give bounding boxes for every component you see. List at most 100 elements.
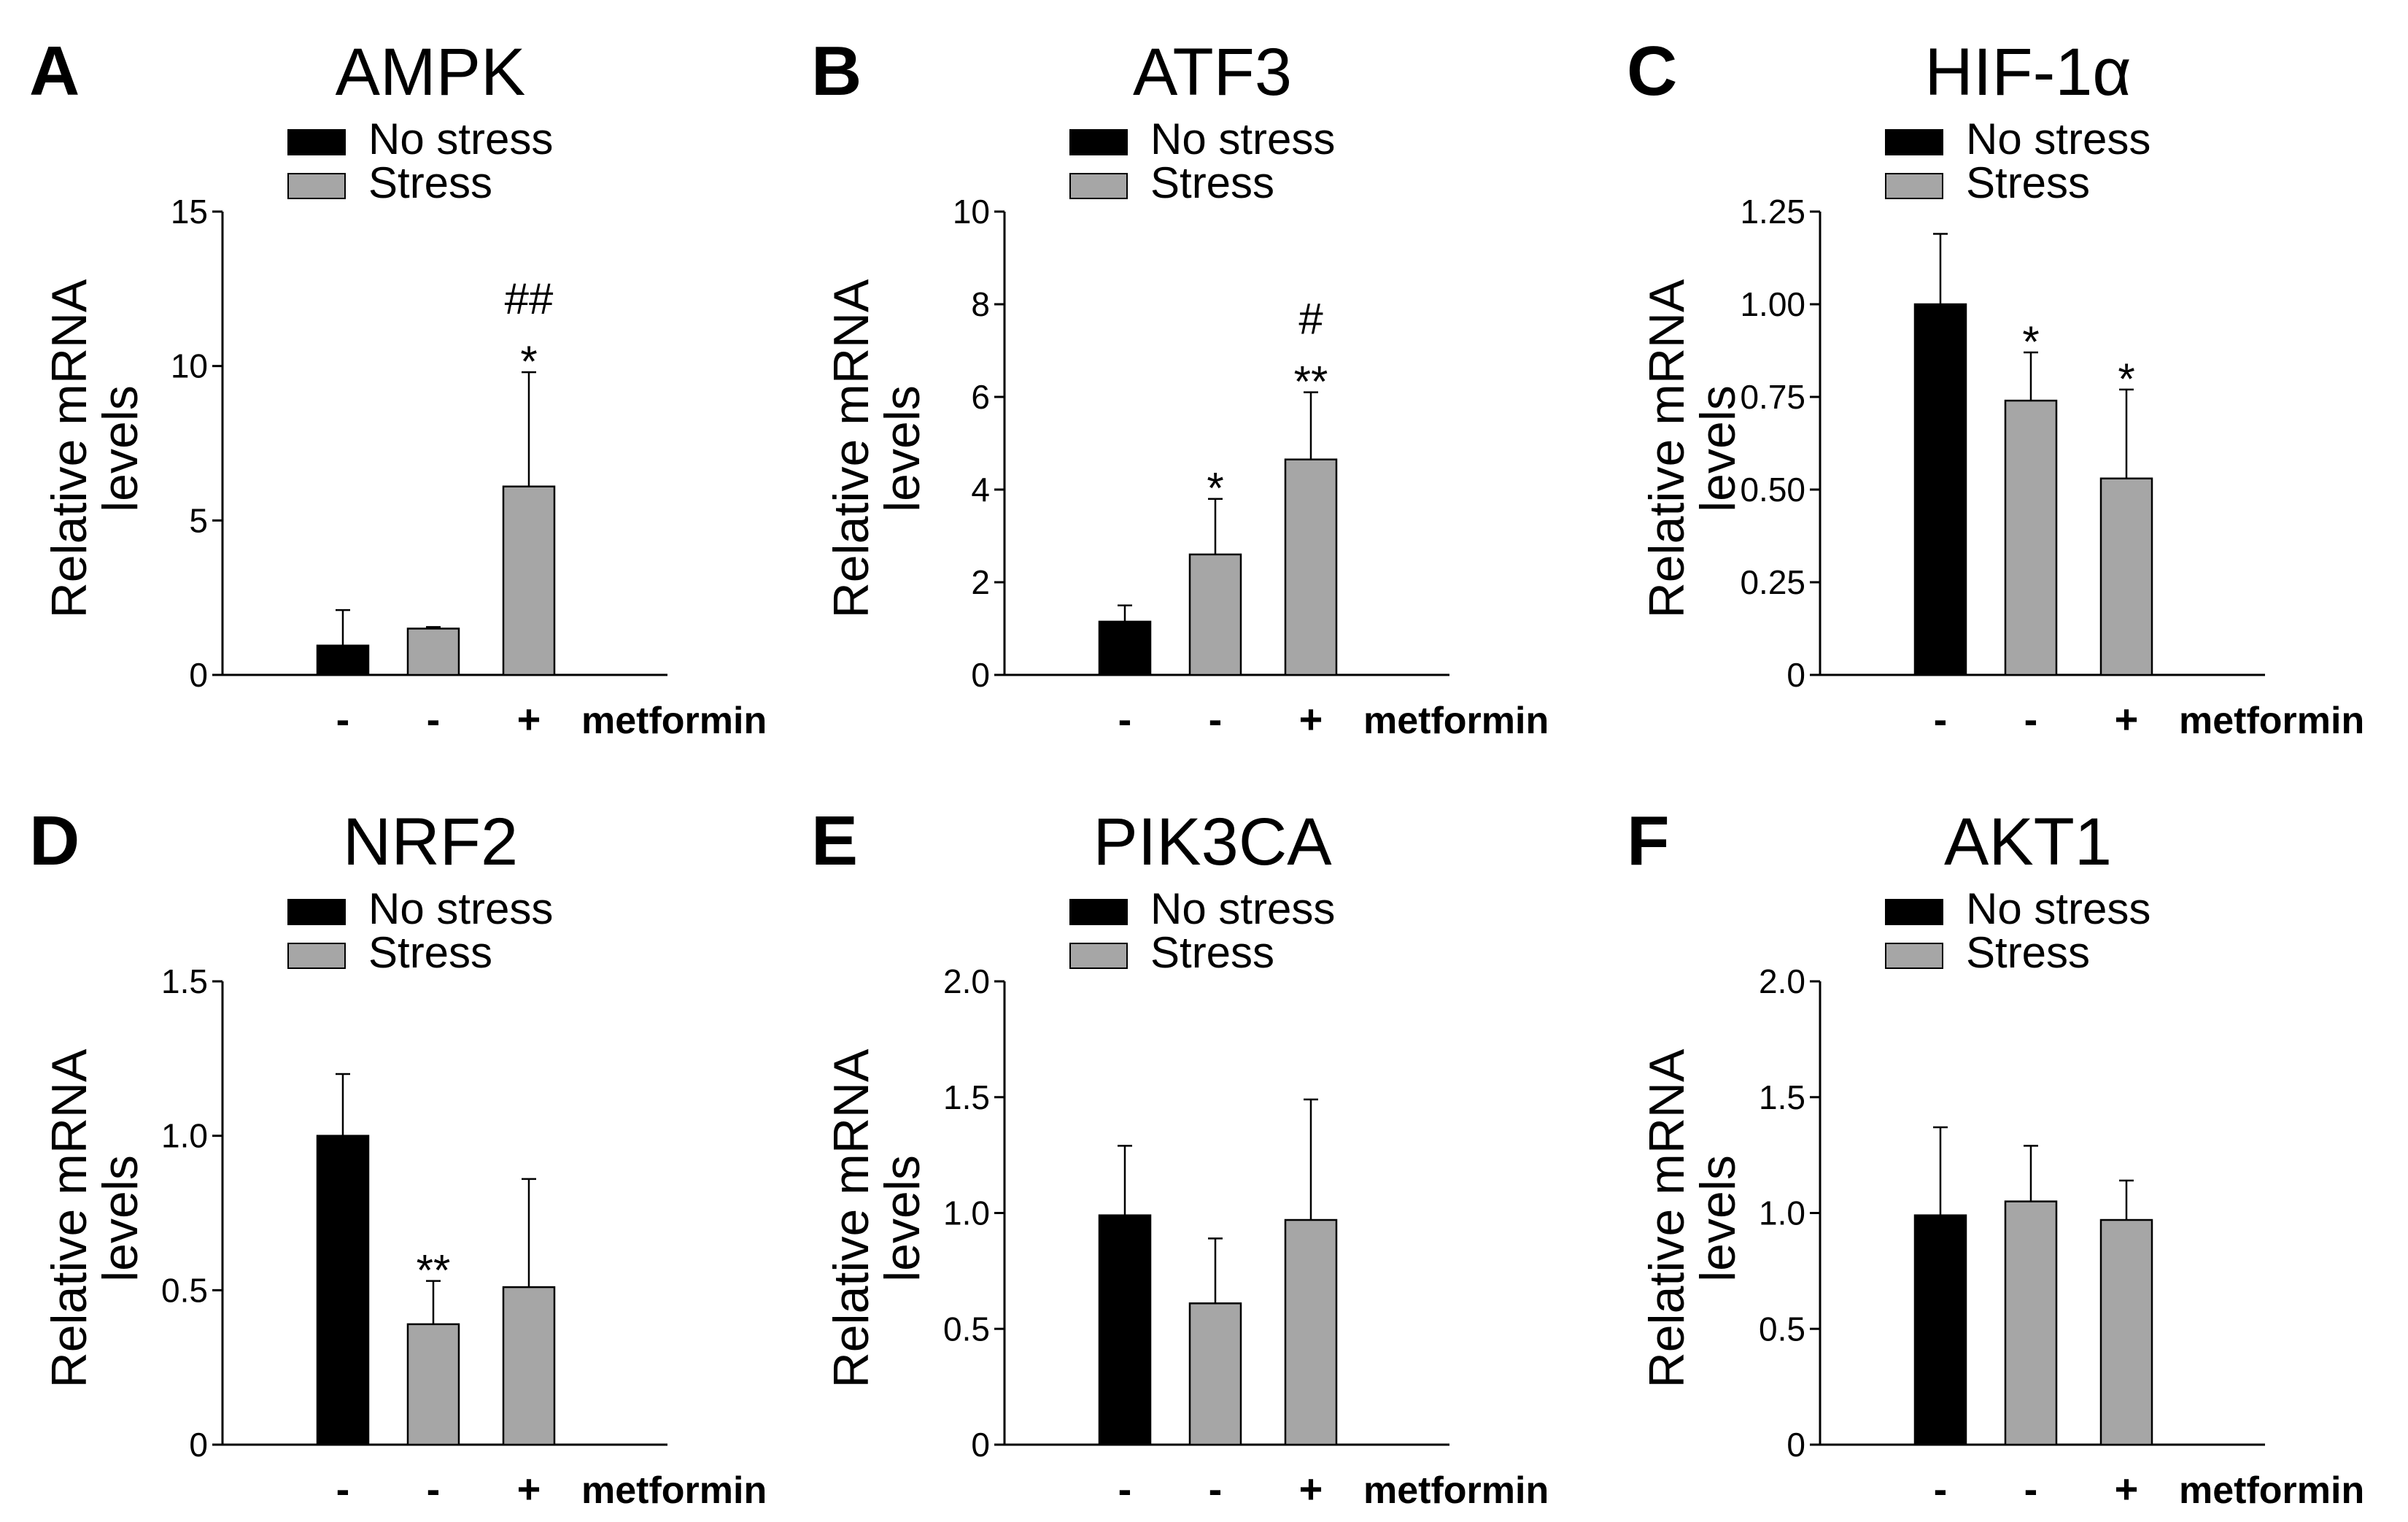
y-axis-label-line1: Relative mRNA	[42, 279, 97, 618]
y-tick-label: 1.5	[161, 962, 208, 1000]
y-tick-label: 2	[971, 563, 990, 601]
bar-no-stress	[1913, 1214, 1967, 1446]
y-tick-label: 2.0	[943, 962, 990, 1000]
x-category-label: -	[1934, 1466, 1948, 1512]
legend-swatch-stress	[287, 943, 346, 969]
legend-swatch-no-stress	[1885, 899, 1943, 925]
bar-stress	[502, 1286, 556, 1446]
y-tick-label: 1.00	[1740, 285, 1805, 323]
chart-title: HIF-1α	[1924, 35, 2131, 109]
y-tick-label: 0.50	[1740, 471, 1805, 509]
y-axis-label-line1: Relative mRNA	[42, 1048, 97, 1388]
significance-hash: ##	[505, 274, 554, 323]
legend-swatch-no-stress	[1069, 899, 1128, 925]
y-tick-label: 0.5	[943, 1310, 990, 1348]
legend-swatch-stress	[1885, 173, 1943, 199]
significance-star: *	[2022, 317, 2039, 366]
bar-stress	[1188, 553, 1242, 676]
x-axis-label-metformin: metformin	[1363, 700, 1549, 742]
bar-no-stress	[1913, 303, 1967, 676]
y-tick-label: 6	[971, 378, 990, 416]
x-category-label: -	[1118, 1466, 1132, 1512]
y-tick-label: 0.5	[1759, 1310, 1805, 1348]
x-category-label: -	[1209, 1466, 1223, 1512]
y-tick-label: 0	[1786, 1426, 1805, 1464]
y-axis-label-line1: Relative mRNA	[824, 279, 879, 618]
x-category-label: -	[1209, 696, 1223, 742]
bar-stress	[2004, 399, 2058, 676]
x-category-label: -	[427, 1466, 441, 1512]
legend-swatch-stress	[287, 173, 346, 199]
x-category-label: -	[427, 696, 441, 742]
y-tick-label: 0.75	[1740, 378, 1805, 416]
legend-label-no-stress: No stress	[1966, 115, 2150, 163]
y-tick-label: 1.0	[161, 1117, 208, 1155]
chart-title: AMPK	[336, 35, 526, 109]
y-tick-label: 1.0	[943, 1194, 990, 1232]
bar-stress	[2004, 1200, 2058, 1446]
y-tick-label: 1.25	[1740, 193, 1805, 231]
chart-title: ATF3	[1133, 35, 1292, 109]
legend-swatch-no-stress	[1885, 129, 1943, 155]
bar-stress	[2099, 477, 2153, 676]
legend-label-stress: Stress	[1966, 158, 2090, 207]
legend-swatch-stress	[1069, 943, 1128, 969]
panel-letter: B	[811, 32, 862, 110]
significance-star: **	[417, 1246, 451, 1295]
bar-stress	[1284, 458, 1338, 676]
legend-label-no-stress: No stress	[1966, 884, 2150, 933]
y-tick-label: 0.5	[161, 1271, 208, 1309]
y-tick-label: 0	[971, 656, 990, 694]
chart-title: AKT1	[1944, 805, 2112, 879]
bar-stress	[1188, 1302, 1242, 1446]
legend-label-stress: Stress	[1966, 928, 2090, 977]
x-axis-label-metformin: metformin	[581, 1469, 767, 1512]
y-axis-label-line1: Relative mRNA	[1639, 1048, 1695, 1388]
x-category-label: +	[517, 1466, 541, 1512]
y-tick-label: 10	[171, 347, 208, 385]
x-category-label: -	[2024, 1466, 2038, 1512]
y-axis-label-line1: Relative mRNA	[824, 1048, 879, 1388]
x-category-label: -	[336, 696, 350, 742]
x-category-label: +	[1299, 696, 1323, 742]
legend-label-no-stress: No stress	[368, 884, 553, 933]
y-tick-label: 1.5	[943, 1078, 990, 1116]
bar-stress	[502, 485, 556, 676]
panel-letter: E	[811, 802, 858, 880]
significance-star: *	[2118, 355, 2134, 403]
y-tick-label: 8	[971, 285, 990, 323]
bar-stress	[1284, 1218, 1338, 1446]
legend-label-stress: Stress	[368, 158, 492, 207]
bar-stress	[406, 1323, 460, 1446]
x-axis-label-metformin: metformin	[1363, 1469, 1549, 1512]
bar-no-stress	[1098, 620, 1152, 676]
legend-swatch-no-stress	[1069, 129, 1128, 155]
legend-label-no-stress: No stress	[1150, 884, 1335, 933]
y-axis-label-line2: levels	[875, 1155, 930, 1282]
legend-label-no-stress: No stress	[1150, 115, 1335, 163]
significance-star: *	[1207, 464, 1223, 513]
y-tick-label: 4	[971, 471, 990, 509]
y-tick-label: 1.0	[1759, 1194, 1805, 1232]
legend-label-stress: Stress	[368, 928, 492, 977]
y-axis-label-line2: levels	[875, 385, 930, 512]
legend-swatch-no-stress	[287, 899, 346, 925]
x-axis-label-metformin: metformin	[2179, 1469, 2364, 1512]
significance-hash: #	[1298, 295, 1323, 344]
legend-label-no-stress: No stress	[368, 115, 553, 163]
